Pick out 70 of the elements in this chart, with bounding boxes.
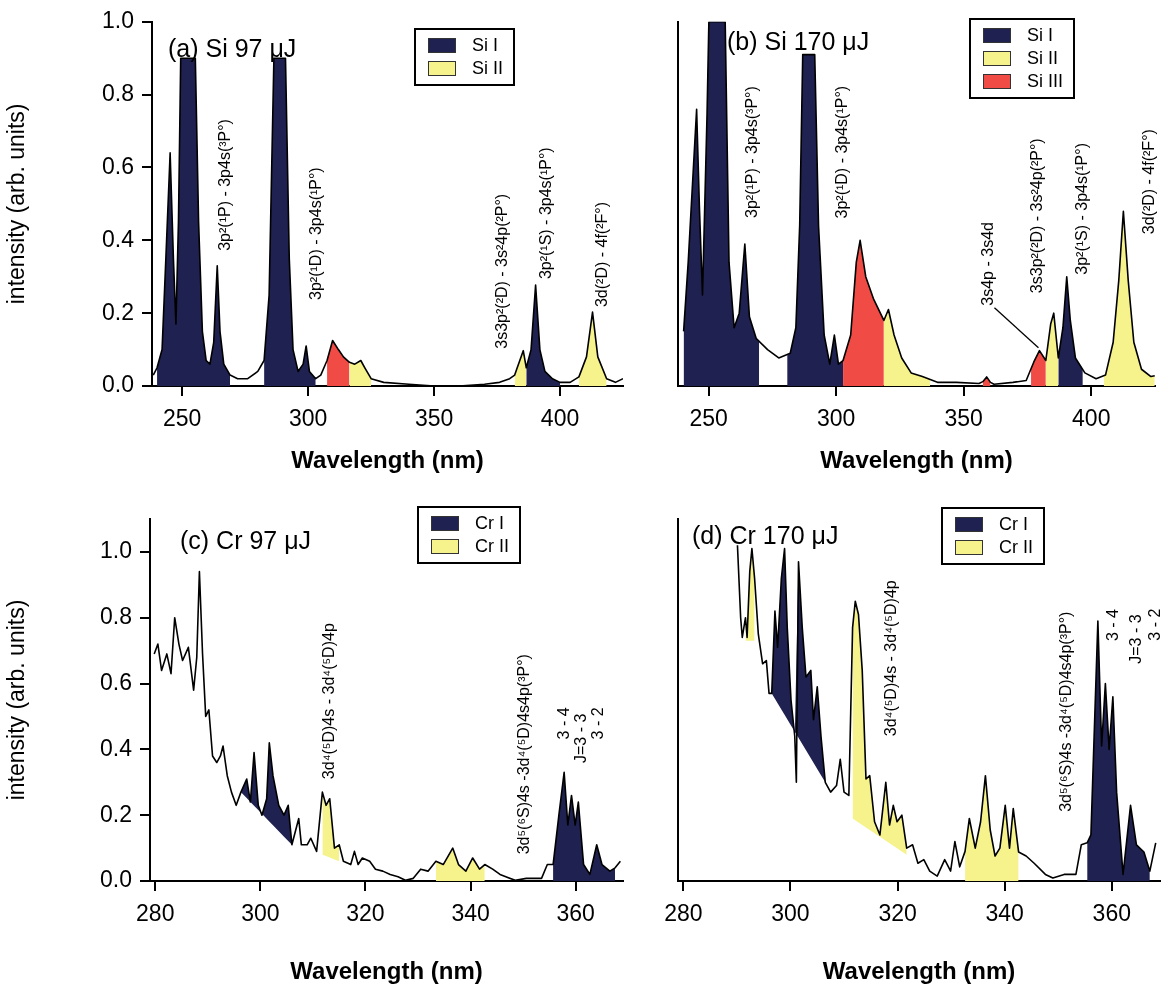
y-tick-label: 0.6 <box>102 152 134 179</box>
annotation: 3p²(¹P) - 3p4s(³P°) <box>215 119 233 251</box>
annotation: 3 - 4 <box>1104 608 1122 642</box>
y-tick-label: 1.0 <box>102 7 134 34</box>
chart-title: (c) Cr 97 μJ <box>180 526 312 554</box>
x-axis-title: Wavelength (nm) <box>290 957 483 985</box>
x-tick-label: 300 <box>241 900 280 927</box>
x-tick-label: 350 <box>944 405 983 432</box>
x-tick-label: 320 <box>878 900 917 927</box>
y-tick-label: 0.2 <box>102 298 134 325</box>
legend-label: Si I <box>472 33 499 57</box>
x-tick-label: 320 <box>346 900 385 927</box>
x-tick-label: 350 <box>414 405 454 432</box>
legend-label: Si III <box>1027 69 1064 93</box>
annotation: 3d⁵(⁶S)4s -3d⁴(⁵D)4s4p(³P°) <box>514 654 532 855</box>
annotation: 3p²(¹S) - 3p4s(¹P°) <box>1073 142 1091 275</box>
annotation: 3p²(¹P) - 3p4s(³P°) <box>743 86 761 218</box>
legend-label: Si I <box>1027 23 1054 47</box>
x-tick-label: 400 <box>1072 405 1111 432</box>
annotation: 3p²(¹D) - 3p4s(¹P°) <box>306 167 324 300</box>
x-tick-label: 300 <box>771 900 810 927</box>
annotation: 3s3p²(²D) - 3s²4p(²P°) <box>1028 138 1046 294</box>
annotation: 3 - 4 <box>554 707 572 740</box>
annotation: 3d(²D) - 4f(²F°) <box>592 202 610 308</box>
x-tick-label: 250 <box>163 405 202 432</box>
legend-label: Cr II <box>999 536 1033 559</box>
chart-title: (b) Si 170 μJ <box>727 26 870 55</box>
annotation: J=3 - 3 <box>1126 614 1144 664</box>
legend-label: Cr II <box>475 535 509 558</box>
x-tick-label: 250 <box>689 405 728 432</box>
x-axis-title: Wavelength (nm) <box>291 446 484 474</box>
y-tick-label: 0.0 <box>100 866 132 893</box>
chart-title: (d) Cr 170 μJ <box>692 521 839 549</box>
annotation: 3p²(¹D) - 3p4s(¹P°) <box>833 85 851 219</box>
annotation: J=3 - 3 <box>571 713 589 764</box>
x-tick-label: 300 <box>816 405 856 432</box>
legend-label: Si II <box>1027 46 1059 70</box>
annotation: 3d⁵(⁶S)4s -3d⁴(⁵D)4s4p(³P°) <box>1056 611 1074 812</box>
annotation: 3 - 2 <box>589 707 607 740</box>
text: (a) Si 97 μJ <box>168 33 297 62</box>
annotation: 3d(²D) - 4f(²F°) <box>1139 129 1157 235</box>
annotation: 3 - 2 <box>1145 608 1163 641</box>
x-axis-title: Wavelength (nm) <box>820 446 1013 474</box>
y-tick-label: 0.8 <box>102 79 134 106</box>
x-tick-label: 360 <box>1092 900 1131 927</box>
y-tick-label: 0.6 <box>100 668 132 695</box>
legend-label: Si II <box>472 56 504 80</box>
x-tick-label: 340 <box>985 900 1024 927</box>
annotation: 3s4p - 3s4d <box>978 222 996 306</box>
annotation: 3d⁴(⁵D)4s - 3d⁴(⁵D)4p <box>319 623 337 780</box>
annotation: 3d⁴(⁵D)4s - 3d⁴(⁵D)4p <box>882 580 900 737</box>
legend-label: Cr I <box>475 512 504 535</box>
x-tick-label: 340 <box>451 900 490 927</box>
x-axis-title: Wavelength (nm) <box>822 957 1016 985</box>
y-tick-label: 0.4 <box>100 734 133 761</box>
y-tick-label: 0.0 <box>102 371 134 398</box>
x-tick-label: 300 <box>288 405 328 432</box>
legend-label: Cr I <box>999 513 1028 536</box>
y-tick-label: 0.8 <box>100 603 132 630</box>
x-tick-label: 280 <box>664 900 703 927</box>
annotation: 3p²(¹S) - 3p4s(¹P°) <box>537 147 555 280</box>
y-tick-label: 0.4 <box>102 225 135 252</box>
y-axis-title: intensity (arb. units) <box>3 103 30 305</box>
y-tick-label: 1.0 <box>100 537 132 564</box>
x-tick-label: 280 <box>136 900 175 927</box>
y-tick-label: 0.2 <box>100 800 132 827</box>
y-axis-title: intensity (arb. units) <box>3 599 30 801</box>
x-tick-label: 360 <box>556 900 595 927</box>
annotation: 3s3p²(²D) - 3s²4p(²P°) <box>492 193 510 349</box>
x-tick-label: 400 <box>540 405 580 432</box>
